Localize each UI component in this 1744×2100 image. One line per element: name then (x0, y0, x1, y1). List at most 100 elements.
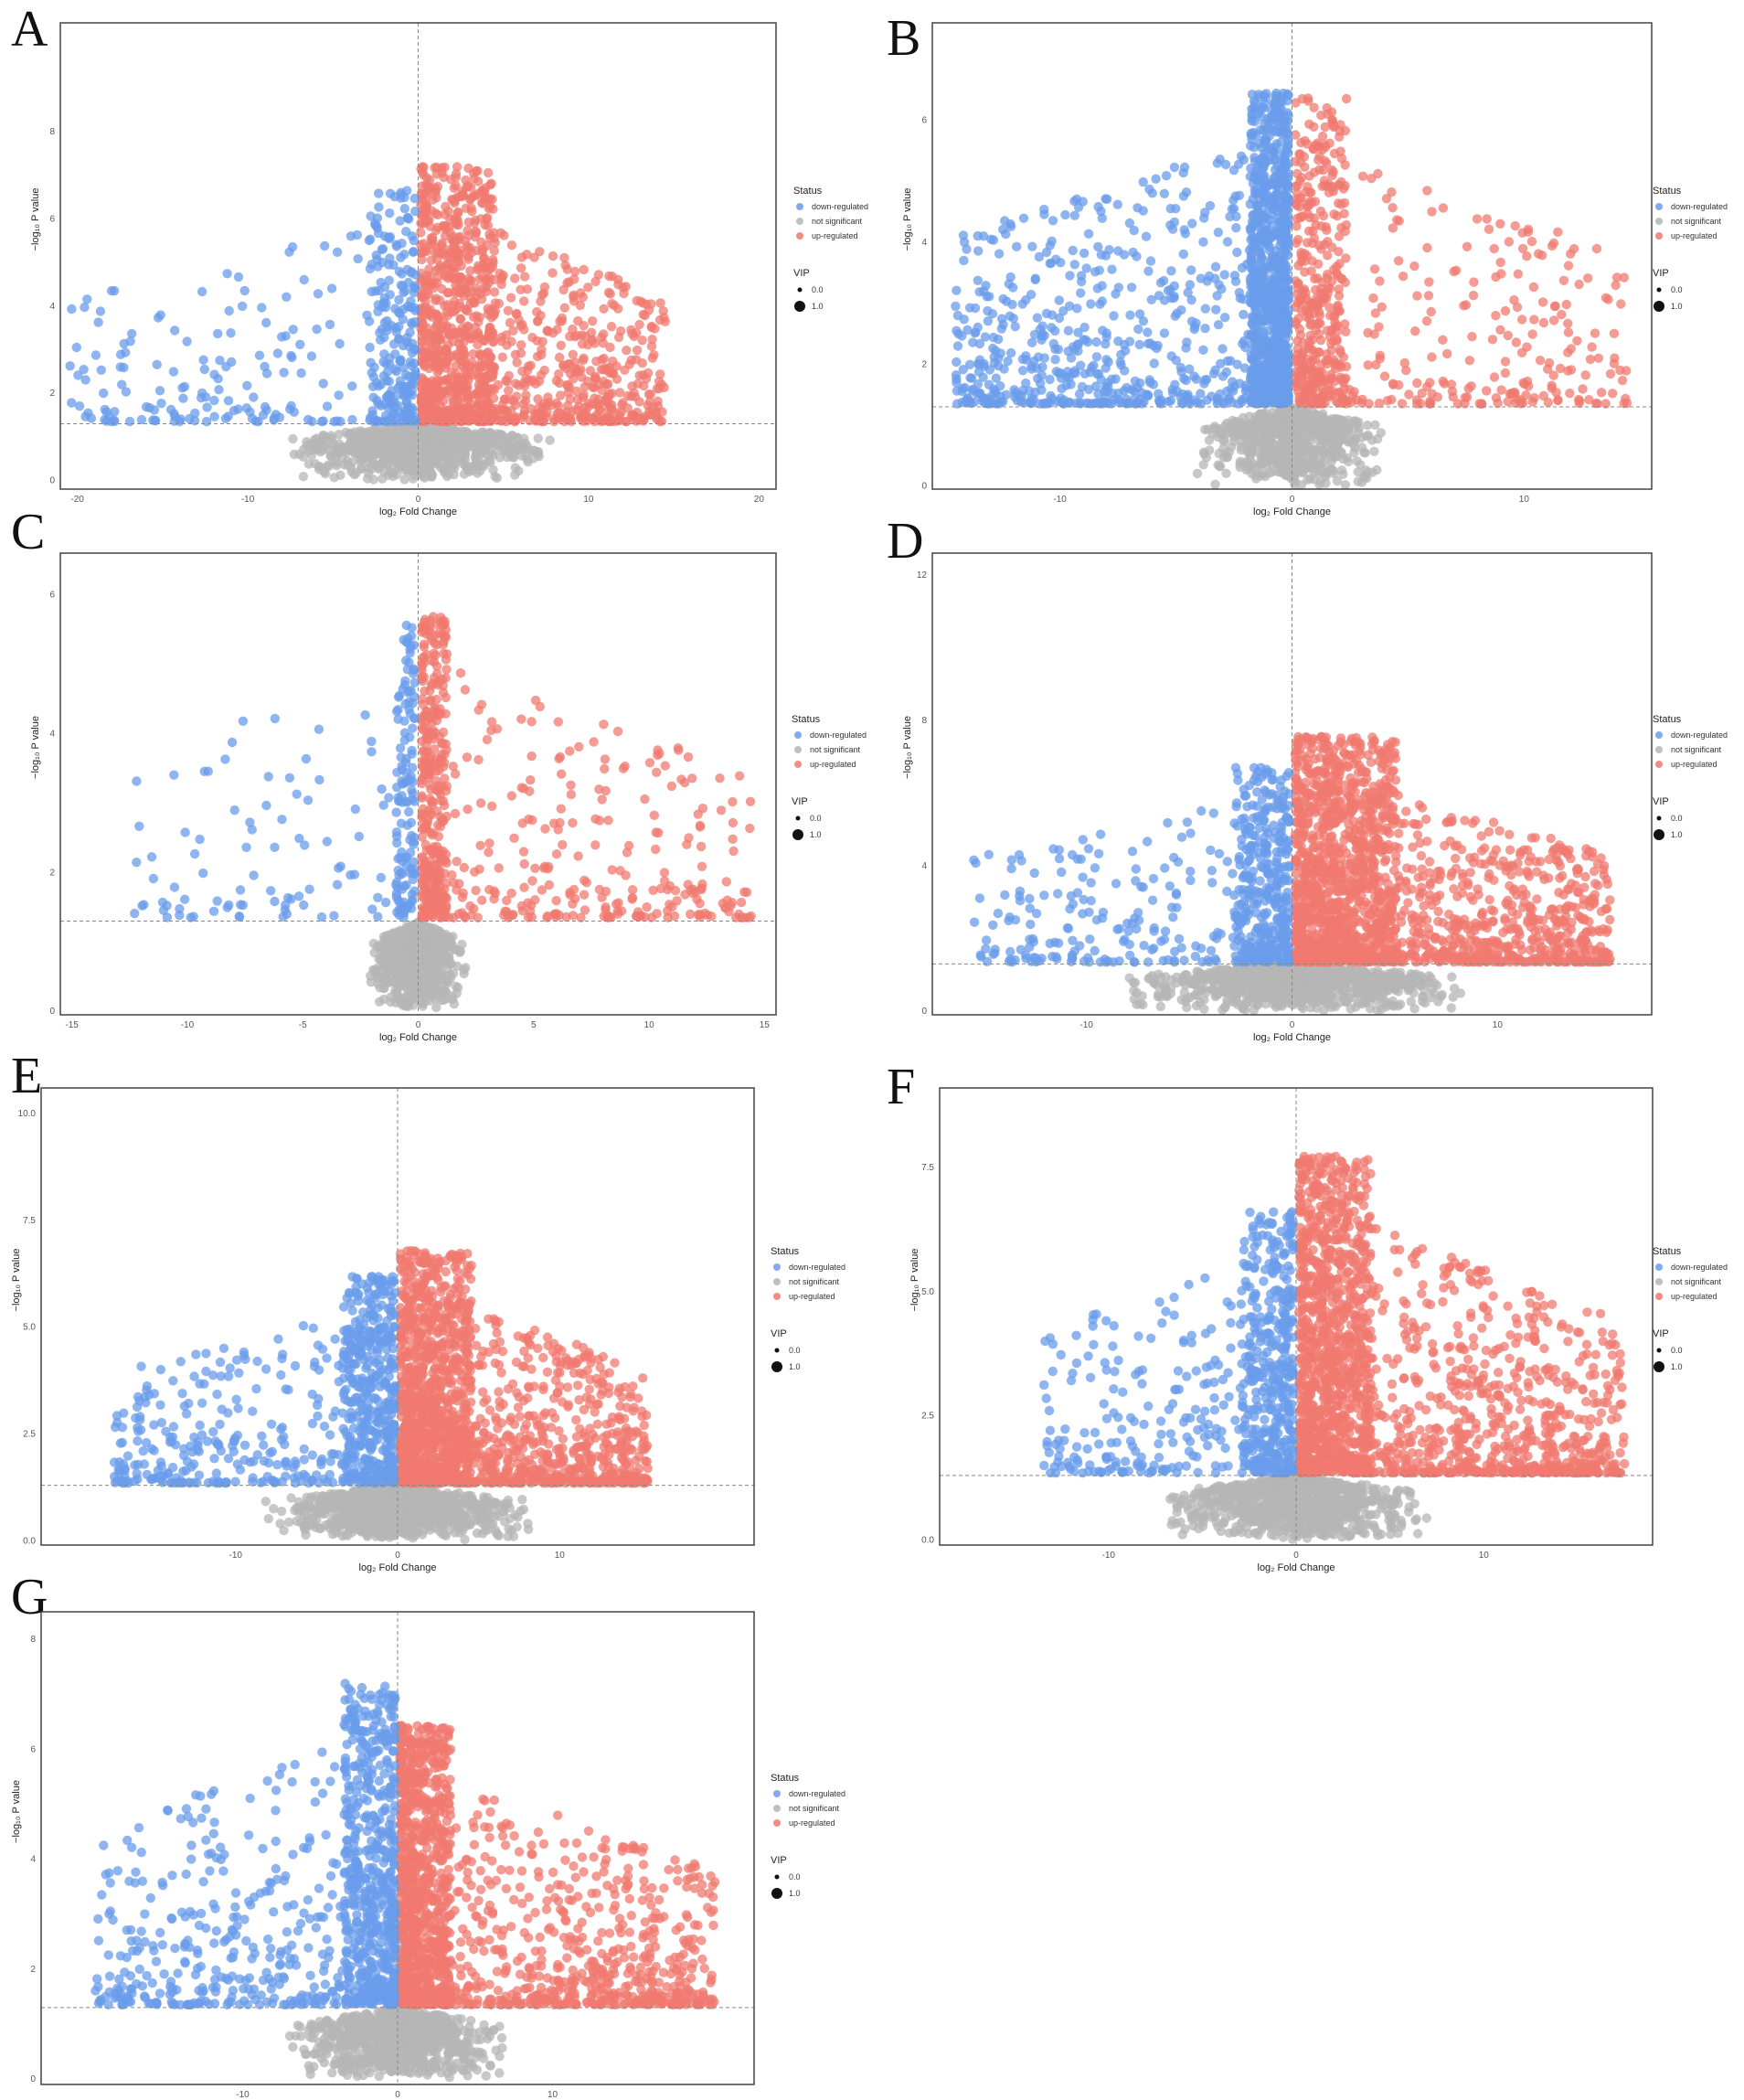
down-point (110, 407, 120, 417)
up-point (571, 386, 581, 397)
down-point (1247, 134, 1257, 144)
up-point (622, 346, 632, 356)
down-point (80, 375, 90, 385)
up-point (1304, 171, 1314, 181)
up-point (523, 365, 533, 376)
up-point (637, 336, 647, 346)
down-point (984, 365, 995, 375)
up-point (1493, 398, 1503, 409)
down-point (409, 316, 420, 327)
down-point (197, 286, 207, 297)
up-point (421, 207, 432, 217)
down-point (967, 386, 977, 396)
up-point (1320, 122, 1331, 133)
down-point (384, 377, 394, 387)
up-point (1442, 348, 1452, 359)
up-point (555, 316, 565, 326)
up-point (577, 339, 588, 349)
down-point (277, 332, 287, 342)
down-point (1213, 228, 1224, 238)
up-point (1574, 396, 1585, 406)
down-point (1093, 201, 1103, 212)
up-point (1491, 311, 1501, 321)
up-point (578, 355, 588, 366)
down-point (332, 247, 343, 257)
up-point (1296, 353, 1307, 363)
up-point (543, 326, 553, 336)
down-point (374, 202, 384, 212)
down-point (214, 385, 224, 395)
up-point (503, 305, 514, 315)
down-point (1001, 229, 1011, 240)
down-point (313, 289, 324, 299)
points-layer (951, 88, 1632, 489)
down-point (1097, 213, 1108, 223)
vip-legend-entry: 0.0 (812, 285, 824, 294)
x-tick-label: 10 (583, 495, 594, 505)
up-point (1292, 180, 1303, 191)
up-point (532, 351, 543, 362)
up-point (1340, 277, 1350, 288)
ns-point (451, 448, 462, 458)
up-point (437, 238, 447, 249)
up-point (553, 413, 564, 423)
down-point (261, 405, 271, 415)
up-point (471, 165, 482, 176)
up-point (437, 263, 447, 273)
up-point (510, 349, 521, 359)
up-point (516, 284, 526, 294)
ns-point (449, 460, 460, 470)
down-point (1212, 158, 1223, 168)
up-point (1307, 335, 1318, 345)
down-point (993, 334, 1004, 345)
up-point (1472, 214, 1483, 224)
down-point (1069, 210, 1080, 220)
up-point (659, 313, 669, 323)
ns-point (426, 468, 437, 478)
down-point (379, 349, 389, 359)
up-point (446, 323, 457, 334)
ns-point (1301, 417, 1312, 427)
down-point (257, 303, 267, 313)
ns-point (368, 474, 378, 485)
up-point (615, 410, 625, 420)
up-point (1482, 214, 1492, 224)
up-point (487, 304, 497, 314)
up-point (426, 337, 436, 347)
up-point (481, 282, 492, 292)
up-point (1537, 297, 1548, 307)
up-point (1315, 393, 1325, 403)
down-point (1083, 229, 1094, 239)
down-point (253, 416, 263, 427)
up-point (1608, 389, 1618, 399)
down-point (1210, 261, 1221, 272)
down-point (1113, 282, 1124, 293)
up-point (1323, 355, 1334, 365)
up-point (534, 376, 545, 387)
down-point (1283, 135, 1293, 145)
down-point (404, 389, 415, 399)
up-point (427, 347, 437, 357)
down-point (71, 342, 82, 353)
up-point (1303, 96, 1313, 106)
up-point (653, 396, 663, 407)
up-point (1327, 165, 1337, 176)
down-point (399, 287, 409, 298)
up-point (432, 209, 443, 220)
up-point (1299, 152, 1310, 162)
up-point (627, 328, 637, 339)
ns-point (1276, 421, 1287, 431)
down-point (398, 314, 408, 325)
down-point (1149, 358, 1159, 368)
up-point (605, 342, 615, 353)
up-point (1334, 247, 1344, 257)
up-point (498, 270, 508, 281)
up-point (1291, 98, 1301, 108)
down-point (1159, 188, 1170, 198)
up-point (1399, 357, 1410, 368)
up-point (1553, 395, 1563, 405)
up-point (463, 394, 473, 405)
down-point (365, 263, 376, 274)
up-point (1572, 336, 1582, 346)
up-point (1338, 352, 1349, 362)
